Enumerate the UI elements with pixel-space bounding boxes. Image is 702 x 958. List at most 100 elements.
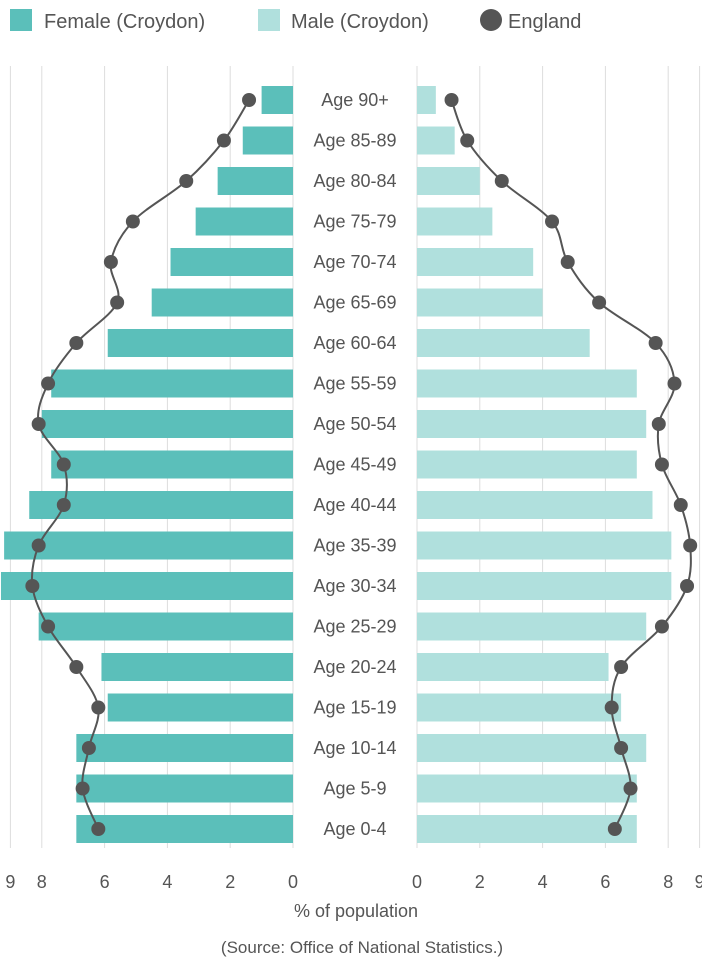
- bar-male: [417, 774, 637, 803]
- england-point-male: [592, 295, 607, 310]
- england-point-male: [460, 133, 475, 148]
- bar-female: [151, 288, 293, 317]
- england-point-male: [654, 619, 669, 634]
- bar-female: [195, 207, 293, 236]
- legend-label-england: England: [508, 11, 581, 33]
- england-point-male: [680, 579, 695, 593]
- age-label: Age 35-39: [313, 536, 396, 556]
- england-point-female: [69, 660, 84, 674]
- bar-male: [417, 207, 493, 236]
- age-label: Age 85-89: [313, 131, 396, 151]
- age-label: Age 65-69: [313, 293, 396, 313]
- legend-swatch-male: [258, 9, 280, 31]
- tick-label-right: 0: [412, 872, 422, 892]
- tick-label-right: 4: [538, 872, 548, 892]
- bar-male: [417, 653, 609, 681]
- bar-female: [41, 410, 293, 438]
- legend: Female (Croydon) Male (Croydon) England: [10, 9, 581, 33]
- england-point-female: [56, 498, 71, 512]
- england-point-male: [494, 174, 509, 188]
- age-label: Age 5-9: [323, 779, 386, 799]
- bar-male: [417, 531, 672, 560]
- tick-label-right: 2: [475, 872, 485, 892]
- england-point-female: [110, 295, 125, 310]
- bar-female: [4, 531, 294, 560]
- tick-label-left: 4: [162, 872, 172, 892]
- tick-label-left: 2: [225, 872, 235, 892]
- age-label: Age 10-14: [313, 738, 396, 758]
- age-label: Age 75-79: [313, 212, 396, 232]
- england-point-female: [75, 781, 90, 796]
- england-point-male: [560, 255, 575, 269]
- bar-female: [38, 612, 293, 641]
- bar-female: [29, 491, 294, 519]
- england-point-male: [614, 660, 629, 674]
- england-point-male: [545, 214, 560, 229]
- england-point-male: [651, 417, 666, 431]
- england-point-male: [673, 498, 688, 512]
- bar-female: [242, 126, 293, 155]
- england-point-female: [31, 538, 46, 553]
- bar-male: [417, 126, 455, 155]
- england-point-male: [607, 822, 622, 836]
- x-axis-title: % of population: [294, 901, 418, 921]
- england-point-male: [683, 538, 698, 553]
- england-point-female: [56, 457, 71, 472]
- age-label: Age 45-49: [313, 455, 396, 475]
- age-label: Age 70-74: [313, 252, 396, 272]
- england-point-female: [81, 741, 96, 755]
- bar-female: [261, 86, 293, 114]
- age-label: Age 40-44: [313, 495, 396, 515]
- bars: [0, 86, 672, 843]
- england-point-female: [25, 579, 40, 593]
- england-point-male: [444, 93, 459, 107]
- bar-female: [170, 248, 293, 276]
- age-label: Age 60-64: [313, 333, 396, 353]
- bar-male: [417, 410, 647, 438]
- bar-female: [107, 693, 294, 722]
- england-point-female: [91, 822, 106, 836]
- legend-swatch-female: [10, 9, 32, 31]
- bar-male: [417, 491, 653, 519]
- england-point-male: [614, 741, 629, 755]
- bar-male: [417, 329, 590, 357]
- age-label: Age 90+: [321, 90, 389, 110]
- age-label: Age 50-54: [313, 414, 396, 434]
- bar-male: [417, 248, 534, 276]
- bar-female: [101, 653, 294, 681]
- england-point-female: [103, 255, 118, 269]
- age-label: Age 80-84: [313, 171, 396, 191]
- age-label: Age 30-34: [313, 576, 396, 596]
- x-axis-ticks: 9 8 6 4 2 0 0 2 4 6 8 9: [5, 872, 702, 892]
- england-point-male: [623, 781, 638, 796]
- legend-label-female: Female (Croydon): [44, 11, 205, 33]
- bar-male: [417, 369, 637, 398]
- legend-marker-england: [480, 9, 502, 31]
- england-point-male: [654, 457, 669, 472]
- england-point-female: [91, 700, 106, 715]
- bar-male: [417, 288, 543, 317]
- england-points: [25, 93, 698, 836]
- england-point-female: [69, 336, 84, 350]
- age-label: Age 25-29: [313, 617, 396, 637]
- bar-female: [217, 167, 293, 195]
- source-note: (Source: Office of National Statistics.): [221, 938, 503, 957]
- age-label: Age 55-59: [313, 374, 396, 394]
- age-label: Age 0-4: [323, 819, 386, 839]
- england-point-female: [125, 214, 140, 229]
- tick-label-left: 0: [288, 872, 298, 892]
- age-label: Age 15-19: [313, 698, 396, 718]
- bar-male: [417, 572, 672, 600]
- bar-female: [0, 572, 293, 600]
- england-point-male: [604, 700, 619, 715]
- bar-female: [76, 815, 293, 843]
- bar-female: [51, 450, 293, 479]
- bar-female: [51, 369, 293, 398]
- england-point-female: [216, 133, 231, 148]
- tick-label-right: 9: [695, 872, 702, 892]
- bar-male: [417, 734, 647, 762]
- bar-female: [107, 329, 294, 357]
- legend-label-male: Male (Croydon): [291, 11, 429, 33]
- tick-label-left: 9: [5, 872, 15, 892]
- england-point-female: [41, 619, 56, 634]
